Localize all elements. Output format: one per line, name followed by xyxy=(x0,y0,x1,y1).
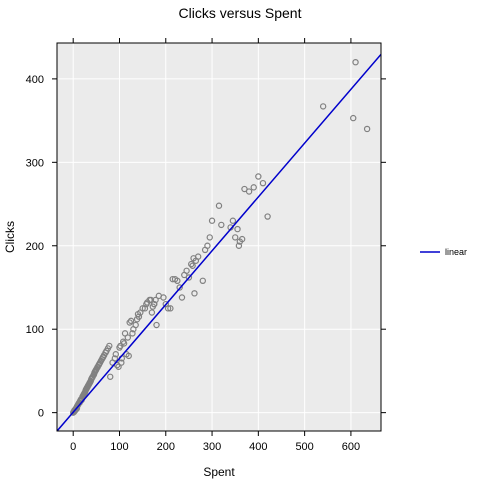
legend: linear xyxy=(420,247,467,257)
regression-line-group xyxy=(57,53,381,431)
data-point xyxy=(319,103,327,110)
data-point xyxy=(112,351,119,358)
data-point xyxy=(238,235,246,243)
y-axis-label: Clicks xyxy=(3,221,17,253)
x-tick-label: 600 xyxy=(342,441,360,453)
regression-line xyxy=(57,53,381,431)
data-point xyxy=(183,267,190,274)
y-tick-label: 0 xyxy=(38,408,44,420)
data-point xyxy=(106,342,113,350)
data-point xyxy=(363,125,371,133)
x-tick-label: 500 xyxy=(295,441,313,453)
y-tick-label: 200 xyxy=(26,241,44,253)
data-point xyxy=(245,188,253,195)
plot-area xyxy=(57,53,381,431)
data-point xyxy=(120,340,128,347)
data-point xyxy=(218,221,225,229)
y-tick-label: 100 xyxy=(26,324,44,336)
y-tick-label: 300 xyxy=(26,157,44,169)
x-tick-label: 100 xyxy=(110,441,128,453)
data-point xyxy=(191,290,198,297)
data-point xyxy=(255,173,262,180)
data-point xyxy=(215,202,223,209)
data-point xyxy=(153,321,160,329)
data-point xyxy=(229,217,237,224)
y-tick-label: 400 xyxy=(26,74,44,86)
plot-border xyxy=(56,42,382,432)
grid-lines xyxy=(57,43,381,431)
data-point xyxy=(250,184,257,191)
data-point xyxy=(126,319,133,326)
data-point xyxy=(350,114,357,122)
data-point xyxy=(208,217,216,224)
data-point xyxy=(152,296,159,304)
data-point xyxy=(124,334,132,341)
data-point xyxy=(176,284,183,291)
data-point xyxy=(352,58,359,66)
data-point xyxy=(141,305,149,312)
data-point xyxy=(150,300,158,308)
data-point xyxy=(118,359,125,366)
x-tick-label: 0 xyxy=(70,441,76,453)
data-point xyxy=(264,213,271,220)
data-point xyxy=(199,277,206,285)
data-point xyxy=(164,305,172,312)
x-tick-label: 400 xyxy=(249,441,267,453)
data-point xyxy=(111,355,119,362)
axis-ticks: 0 100 200 300 400 500 600 0 100 200 300 400 xyxy=(26,38,386,453)
data-point xyxy=(167,305,174,312)
data-point xyxy=(204,242,211,249)
data-point xyxy=(235,242,243,249)
chart-title: Clicks versus Spent xyxy=(179,5,302,21)
data-point xyxy=(148,309,156,316)
data-point xyxy=(234,225,241,233)
x-tick-label: 200 xyxy=(157,441,175,453)
plot-panel xyxy=(57,43,381,431)
data-point xyxy=(185,274,193,281)
data-point xyxy=(241,185,248,193)
data-point xyxy=(129,330,136,337)
data-point xyxy=(206,234,213,241)
x-tick-label: 300 xyxy=(203,441,221,453)
data-point xyxy=(107,373,114,380)
data-point xyxy=(189,262,196,269)
data-point xyxy=(125,352,132,360)
data-point xyxy=(174,277,181,285)
data-point xyxy=(178,294,186,301)
data-point xyxy=(139,305,146,312)
data-point xyxy=(188,260,195,268)
legend-label-linear: linear xyxy=(445,247,467,257)
data-point xyxy=(194,253,202,260)
data-point xyxy=(231,234,239,241)
data-point xyxy=(132,321,139,329)
data-point xyxy=(160,294,167,301)
data-point xyxy=(135,313,143,320)
x-axis-label: Spent xyxy=(203,465,235,479)
data-points xyxy=(69,58,371,416)
data-point xyxy=(127,317,135,325)
data-point xyxy=(259,179,267,187)
